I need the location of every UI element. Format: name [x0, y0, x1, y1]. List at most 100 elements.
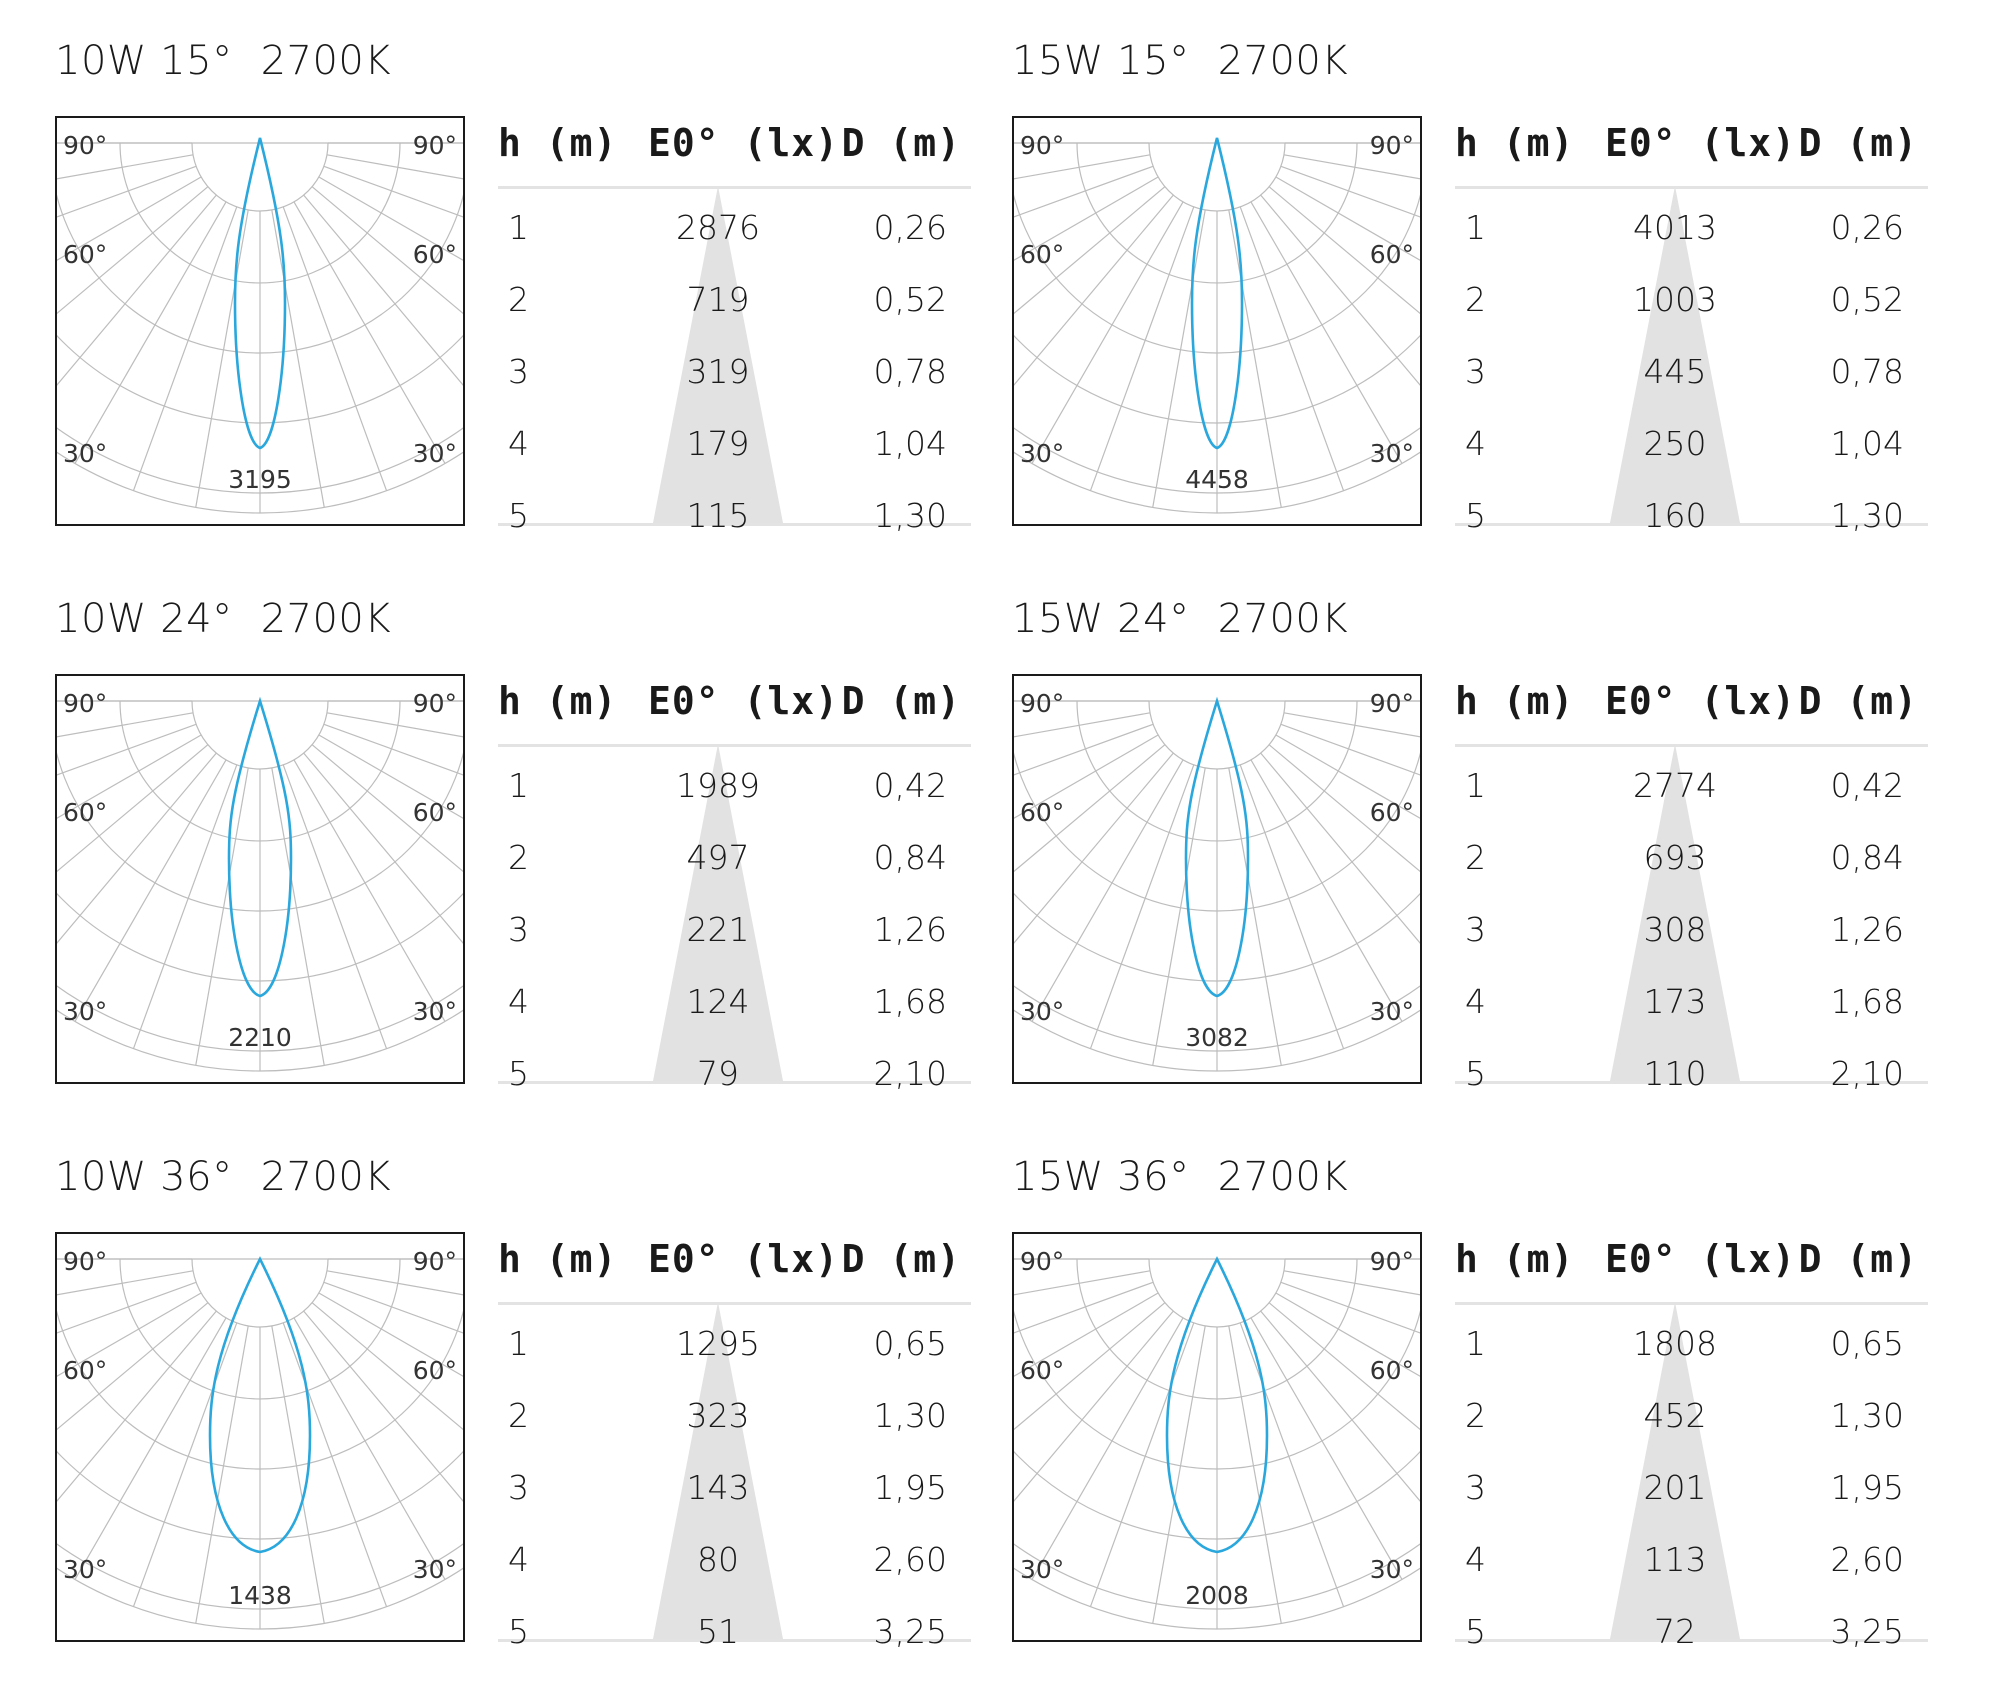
- cell-diameter: 1,30: [1830, 1396, 1904, 1435]
- cell-illuminance: 1295: [676, 1324, 760, 1363]
- polar-grid: [55, 1256, 465, 1630]
- header-height: h (m): [498, 121, 618, 165]
- angle-label-right: 90°: [1370, 689, 1414, 718]
- polar-diagram: 90° 90° 60° 60° 30° 30° 3195: [55, 116, 465, 526]
- peak-intensity-label: 3082: [1185, 1023, 1249, 1052]
- cell-illuminance: 323: [686, 1396, 750, 1435]
- header-height: h (m): [1455, 679, 1575, 723]
- cell-illuminance: 2876: [676, 208, 760, 247]
- cell-diameter: 1,68: [873, 982, 947, 1021]
- header-diameter: D (m): [841, 1237, 961, 1281]
- angle-label-left: 90°: [1020, 131, 1064, 160]
- chart-panel: 15W 15° 2700K 90° 90° 60° 60° 30° 30° 4458 h (m) E…: [1012, 38, 1962, 568]
- cell-illuminance: 497: [686, 838, 750, 877]
- illuminance-table: h (m) E0° (lx) D (m) 1 1295 0,65 2 323 1,30 3 143 1…: [498, 1224, 971, 1651]
- header-height: h (m): [1455, 121, 1575, 165]
- header-diameter: D (m): [841, 121, 961, 165]
- angle-label-left: 60°: [1020, 1356, 1064, 1385]
- cell-height: 1: [508, 208, 529, 247]
- peak-intensity-label: 2008: [1185, 1581, 1249, 1610]
- cell-illuminance: 72: [1654, 1612, 1696, 1651]
- angle-label-right: 30°: [1370, 997, 1414, 1026]
- header-illuminance: E0° (lx): [648, 679, 840, 723]
- table-rule: [498, 1302, 971, 1305]
- angle-label-right: 30°: [1370, 1555, 1414, 1584]
- panel-title-cct: 2700K: [260, 596, 392, 642]
- cell-height: 1: [1465, 766, 1486, 805]
- cell-height: 4: [1465, 1540, 1486, 1579]
- cell-height: 5: [508, 1612, 529, 1651]
- panel-title: 15W 36° 2700K: [1012, 1154, 1348, 1200]
- angle-label-left: 60°: [1020, 798, 1064, 827]
- panel-title: 10W 24° 2700K: [55, 596, 391, 642]
- intensity-curve: [1184, 696, 1250, 998]
- header-height: h (m): [498, 1237, 618, 1281]
- cell-illuminance: 719: [686, 280, 750, 319]
- illuminance-table: h (m) E0° (lx) D (m) 1 2876 0,26 2 719 0,52 3 319 0…: [498, 108, 971, 535]
- cell-illuminance: 79: [697, 1054, 739, 1093]
- panel-title: 10W 15° 2700K: [55, 38, 391, 84]
- header-diameter: D (m): [841, 679, 961, 723]
- cell-illuminance: 80: [697, 1540, 739, 1579]
- angle-label-left: 30°: [1020, 1555, 1064, 1584]
- peak-intensity-label: 4458: [1185, 465, 1249, 494]
- panel-title-spec: 10W 24°: [55, 596, 233, 642]
- illuminance-table: h (m) E0° (lx) D (m) 1 4013 0,26 2 1003 0,52 3 445…: [1455, 108, 1928, 535]
- panel-title-cct: 2700K: [260, 38, 392, 84]
- cell-height: 5: [1465, 1054, 1486, 1093]
- cell-diameter: 3,25: [873, 1612, 947, 1651]
- cell-height: 1: [1465, 208, 1486, 247]
- cell-diameter: 1,26: [873, 910, 947, 949]
- cell-illuminance: 1808: [1633, 1324, 1717, 1363]
- intensity-curve: [227, 696, 293, 998]
- angle-label-left: 30°: [1020, 997, 1064, 1026]
- chart-panel: 15W 36° 2700K 90° 90° 60° 60° 30° 30° 2008 h (m) E…: [1012, 1154, 1962, 1684]
- cell-diameter: 2,10: [873, 1054, 947, 1093]
- cell-height: 3: [508, 910, 529, 949]
- cell-diameter: 0,84: [1830, 838, 1904, 877]
- illuminance-table: h (m) E0° (lx) D (m) 1 2774 0,42 2 693 0,84 3 308 1…: [1455, 666, 1928, 1093]
- angle-label-right: 60°: [413, 1356, 457, 1385]
- polar-grid: [1012, 137, 1422, 514]
- cell-illuminance: 452: [1643, 1396, 1707, 1435]
- panel-title-cct: 2700K: [1217, 38, 1349, 84]
- cell-illuminance: 250: [1643, 424, 1707, 463]
- header-illuminance: E0° (lx): [1605, 1237, 1797, 1281]
- cell-diameter: 1,68: [1830, 982, 1904, 1021]
- cell-height: 5: [508, 496, 529, 535]
- cell-illuminance: 173: [1643, 982, 1707, 1021]
- cell-illuminance: 2774: [1633, 766, 1717, 805]
- cell-height: 4: [508, 1540, 529, 1579]
- panel-title-cct: 2700K: [1217, 1154, 1349, 1200]
- angle-label-right: 90°: [413, 131, 457, 160]
- angle-label-left: 30°: [63, 439, 107, 468]
- panel-title-spec: 15W 24°: [1012, 596, 1190, 642]
- cell-height: 2: [1465, 280, 1486, 319]
- cell-illuminance: 1989: [676, 766, 760, 805]
- cell-diameter: 1,95: [873, 1468, 947, 1507]
- table-rule: [498, 186, 971, 189]
- cell-diameter: 1,30: [1830, 496, 1904, 535]
- table-rule: [498, 523, 971, 526]
- peak-intensity-label: 2210: [228, 1023, 292, 1052]
- polar-grid: [55, 137, 465, 514]
- header-illuminance: E0° (lx): [648, 121, 840, 165]
- light-cone-graphic: [653, 744, 783, 1081]
- angle-label-right: 60°: [413, 240, 457, 269]
- cell-height: 3: [508, 352, 529, 391]
- angle-label-right: 60°: [1370, 240, 1414, 269]
- peak-intensity-label: 1438: [228, 1581, 292, 1610]
- cell-illuminance: 445: [1643, 352, 1707, 391]
- panel-title-cct: 2700K: [260, 1154, 392, 1200]
- table-rule: [498, 1081, 971, 1084]
- cell-diameter: 3,25: [1830, 1612, 1904, 1651]
- cell-height: 4: [1465, 982, 1486, 1021]
- polar-diagram: 90° 90° 60° 60° 30° 30° 2008: [1012, 1232, 1422, 1642]
- cell-diameter: 0,78: [873, 352, 947, 391]
- cell-illuminance: 693: [1643, 838, 1707, 877]
- cell-height: 3: [1465, 352, 1486, 391]
- angle-label-right: 60°: [1370, 1356, 1414, 1385]
- cell-height: 2: [1465, 838, 1486, 877]
- polar-grid: [1012, 696, 1422, 1072]
- cell-height: 3: [1465, 910, 1486, 949]
